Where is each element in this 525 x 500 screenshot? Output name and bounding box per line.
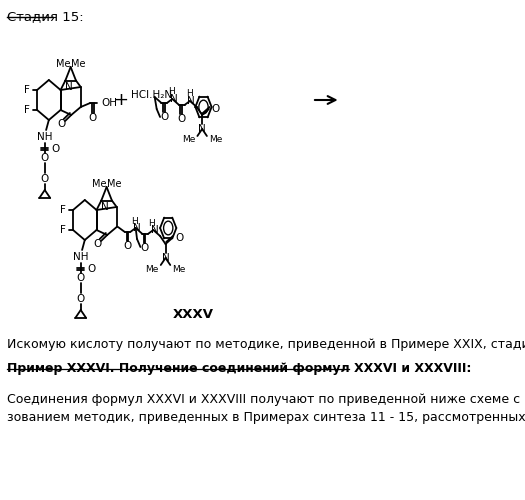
Text: F: F (25, 85, 30, 95)
Text: H: H (168, 88, 175, 96)
Text: Me: Me (56, 59, 70, 69)
Text: Me: Me (172, 264, 186, 274)
Text: F: F (60, 225, 66, 235)
Text: O: O (51, 144, 60, 154)
Text: N: N (66, 82, 73, 92)
Text: N: N (187, 96, 195, 106)
Text: +: + (113, 91, 128, 109)
Text: H: H (149, 218, 155, 228)
Text: O: O (93, 239, 102, 249)
Text: O: O (176, 233, 184, 243)
Text: Me: Me (182, 136, 195, 144)
Text: N: N (170, 94, 177, 104)
Text: N: N (162, 253, 170, 263)
Text: NH: NH (37, 132, 53, 142)
Text: N: N (198, 124, 206, 134)
Text: Соединения формул XXXVI и XXXVIII получают по приведенной ниже схеме с исполь-
з: Соединения формул XXXVI и XXXVIII получа… (7, 393, 525, 424)
Text: O: O (123, 241, 132, 251)
Text: Пример XXXVI. Получение соединений формул XXXVI и XXXVIII:: Пример XXXVI. Получение соединений форму… (7, 362, 471, 375)
Text: Me: Me (71, 59, 86, 69)
Text: O: O (212, 104, 220, 114)
Text: H: H (186, 90, 193, 98)
Text: O: O (58, 119, 66, 129)
Text: N: N (151, 225, 159, 235)
Text: F: F (60, 205, 66, 215)
Text: HCl.H₂N: HCl.H₂N (131, 90, 172, 100)
Text: N: N (133, 223, 141, 233)
Text: Стадия 15:: Стадия 15: (7, 10, 83, 23)
Text: O: O (88, 264, 96, 274)
Text: Искомую кислоту получают по методике, приведенной в Примере XXIX, стадия 4.: Искомую кислоту получают по методике, пр… (7, 338, 525, 351)
Text: Me: Me (209, 136, 222, 144)
Text: Me: Me (92, 179, 107, 189)
Text: O: O (77, 294, 85, 304)
Text: XXXV: XXXV (173, 308, 214, 322)
Text: NH: NH (73, 252, 89, 262)
Text: F: F (25, 105, 30, 115)
Text: O: O (40, 153, 49, 163)
Text: O: O (77, 273, 85, 283)
Text: O: O (177, 114, 185, 124)
Text: OH: OH (101, 98, 117, 108)
Text: Me: Me (107, 179, 121, 189)
Text: H: H (131, 216, 138, 226)
Text: O: O (140, 243, 149, 253)
Text: Me: Me (145, 264, 159, 274)
Text: O: O (160, 112, 169, 122)
Text: O: O (40, 174, 49, 184)
Text: O: O (89, 113, 97, 123)
Text: N: N (101, 202, 109, 212)
